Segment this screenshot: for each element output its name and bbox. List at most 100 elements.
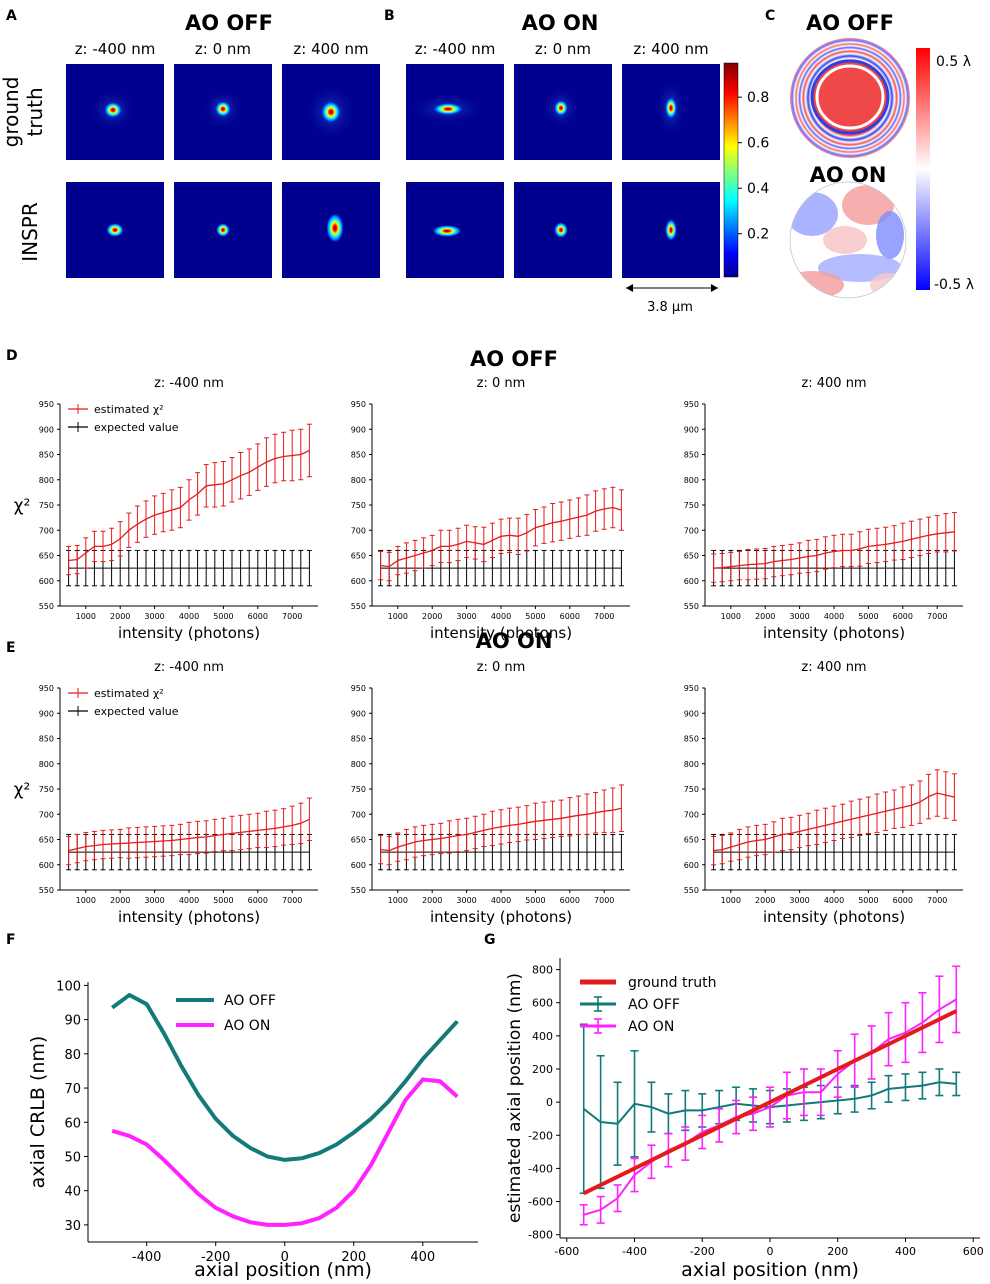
psf-spot <box>215 101 231 117</box>
y-tick-label: 750 <box>39 501 54 510</box>
x-tick-label: 5000 <box>213 612 233 621</box>
y-tick-label: 550 <box>684 886 699 895</box>
y-tick-label: 750 <box>684 501 699 510</box>
y-tick-label: 600 <box>39 861 54 870</box>
y-tick-label: 850 <box>39 735 54 744</box>
colorbar-tick-label: 0.6 <box>747 136 769 152</box>
y-tick-label: 30 <box>64 1219 81 1234</box>
panel-e-title: AO ON <box>476 629 553 653</box>
psf-spot <box>665 219 677 241</box>
z-label: z: 0 nm <box>195 40 251 58</box>
x-tick-label: 0 <box>281 1250 289 1265</box>
panel-b-title: AO ON <box>522 11 599 35</box>
y-tick-label: 550 <box>39 886 54 895</box>
y-tick-label: 50 <box>64 1150 81 1165</box>
y-tick-label: 850 <box>684 735 699 744</box>
x-tick-label: 4000 <box>491 612 511 621</box>
x-tick-label: 7000 <box>594 612 614 621</box>
x-tick-label: 1000 <box>76 612 96 621</box>
y-tick-label: 800 <box>351 476 366 485</box>
y-tick-label: 800 <box>39 476 54 485</box>
y-tick-label: 650 <box>351 836 366 845</box>
z-label: z: -400 nm <box>75 40 156 58</box>
x-tick-label: 7000 <box>282 612 302 621</box>
aberration-on-disk <box>790 182 906 298</box>
y-tick-label: 900 <box>39 709 54 718</box>
y-tick-label: 950 <box>39 400 54 409</box>
y-tick-label: 60 <box>64 1116 81 1131</box>
aberration-colorbar <box>916 48 930 290</box>
y-tick-label: 80 <box>64 1048 81 1063</box>
y-tick-label: 700 <box>684 526 699 535</box>
x-tick-label: 400 <box>410 1250 435 1265</box>
x-axis-label: intensity (photons) <box>430 624 572 642</box>
aberration-off-core <box>815 64 885 130</box>
z-label: z: 0 nm <box>535 40 591 58</box>
x-tick-label: 7000 <box>927 612 947 621</box>
x-tick-label: 4000 <box>179 896 199 905</box>
y-tick-label: 600 <box>39 577 54 586</box>
legend-label: ground truth <box>628 975 716 991</box>
psf-spot <box>433 103 463 115</box>
z-label: z: 400 nm <box>633 40 708 58</box>
x-tick-label: 4000 <box>824 612 844 621</box>
y-tick-label: 900 <box>351 709 366 718</box>
panel-letter-e: E <box>6 640 16 656</box>
y-tick-label: 900 <box>684 425 699 434</box>
y-tick-label: 600 <box>684 577 699 586</box>
y-tick-label: 700 <box>39 810 54 819</box>
crlb-chart: 100 90 80 70 60 50 40 30 -400 -200 0 200 400 axial po… <box>27 979 478 1281</box>
y-tick-label: 700 <box>684 810 699 819</box>
y-tick-label: 600 <box>351 577 366 586</box>
x-tick-label: 1000 <box>721 896 741 905</box>
subplot-title: z: -400 nm <box>154 376 224 391</box>
y-tick-label: 600 <box>351 861 366 870</box>
colorbar-tick-label: 0.4 <box>747 181 769 197</box>
y-axis-label: axial CRLB (nm) <box>27 1036 49 1189</box>
y-tick-label: 900 <box>39 425 54 434</box>
y-tick-label: 850 <box>351 735 366 744</box>
legend-label: AO OFF <box>224 993 276 1009</box>
x-tick-label: 2000 <box>755 612 775 621</box>
y-tick-label: 700 <box>351 810 366 819</box>
aberration-off-title: AO OFF <box>806 11 894 35</box>
z-label: z: 400 nm <box>293 40 368 58</box>
x-tick-label: 5000 <box>213 896 233 905</box>
subplot-title: z: 400 nm <box>801 660 866 675</box>
y-tick-label: 600 <box>532 997 553 1010</box>
estimate-line <box>380 506 622 568</box>
legend-label: estimated χ² <box>94 403 164 416</box>
y-tick-label: 850 <box>39 451 54 460</box>
legend-label: AO ON <box>628 1019 674 1035</box>
y-tick-label: -800 <box>528 1229 553 1242</box>
panel-a-title: AO OFF <box>185 11 273 35</box>
x-tick-label: 2000 <box>422 896 442 905</box>
psf-spot <box>106 223 124 237</box>
y-tick-label: 700 <box>39 526 54 535</box>
y-tick-label: -400 <box>528 1162 553 1175</box>
x-tick-label: 3000 <box>789 612 809 621</box>
panel-letter-c: C <box>765 8 775 24</box>
x-tick-label: 2000 <box>110 612 130 621</box>
panel-letter-f: F <box>6 932 16 948</box>
aberration-max-label: 0.5 λ <box>936 54 971 70</box>
legend-label: expected value <box>94 421 179 434</box>
x-tick-label: 6000 <box>893 896 913 905</box>
y-tick-label: 100 <box>56 979 81 994</box>
x-tick-label: 4000 <box>179 612 199 621</box>
x-axis-label: axial position (nm) <box>681 1259 859 1281</box>
panel-letter-a: A <box>6 8 17 24</box>
panel-d-title: AO OFF <box>470 347 558 371</box>
x-tick-label: 400 <box>895 1245 916 1258</box>
y-tick-label: 950 <box>684 684 699 693</box>
y-tick-label: 550 <box>351 602 366 611</box>
psf-spot <box>432 225 462 237</box>
aberration-off-ring <box>810 59 890 135</box>
legend-label: AO ON <box>224 1018 270 1034</box>
y-tick-label: 750 <box>351 501 366 510</box>
x-tick-label: -400 <box>132 1250 162 1265</box>
y-tick-label: 600 <box>684 861 699 870</box>
psf-spot <box>665 97 677 119</box>
